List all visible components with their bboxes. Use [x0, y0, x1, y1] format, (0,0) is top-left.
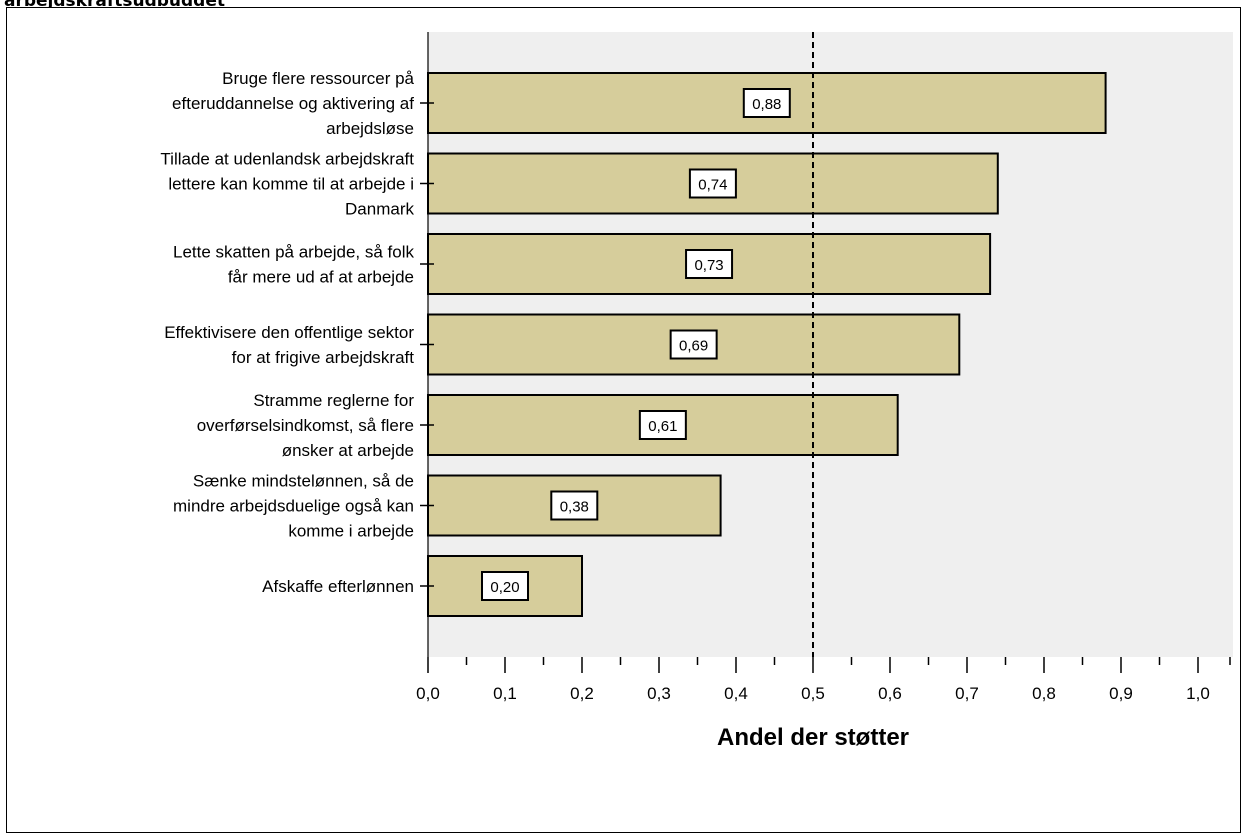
data-label: 0,20 — [490, 579, 519, 596]
data-label-box — [742, 88, 791, 118]
x-tick-label: 0,2 — [570, 684, 594, 703]
data-label-box — [688, 168, 737, 199]
category-label: Stramme reglerne for — [253, 391, 414, 410]
data-label: 0,88 — [752, 96, 781, 113]
category-label: Tillade at udenlandsk arbejdskraft — [160, 150, 414, 169]
category-label: Danmark — [345, 200, 414, 219]
data-label: 0,74 — [698, 177, 727, 194]
category-label: ønsker at arbejde — [282, 441, 414, 460]
data-label: 0,61 — [648, 418, 677, 435]
category-label: overførselsindkomst, så flere — [197, 416, 414, 435]
data-label: 0,38 — [560, 499, 589, 516]
x-tick-label: 0,4 — [724, 684, 748, 703]
x-tick-label: 0,0 — [416, 684, 440, 703]
category-label: for at frigive arbejdskraft — [232, 348, 415, 367]
category-label: Afskaffe efterlønnen — [262, 577, 414, 596]
category-label: mindre arbejdsduelige også kan — [173, 497, 414, 516]
x-axis-title: Andel der støtter — [717, 724, 909, 751]
x-tick-label: 0,5 — [801, 684, 825, 703]
data-label-box — [638, 410, 687, 440]
data-label-box — [550, 490, 599, 521]
data-label-box — [685, 249, 734, 279]
data-label-box — [481, 571, 529, 601]
x-tick-label: 1,0 — [1186, 684, 1210, 703]
category-label: efteruddannelse og aktivering af — [172, 94, 414, 113]
data-label: 0,73 — [694, 257, 723, 274]
x-tick-label: 0,9 — [1109, 684, 1133, 703]
category-label: arbejdsløse — [326, 119, 414, 138]
category-label: Lette skatten på arbejde, så folk — [173, 243, 414, 262]
category-label: lettere kan komme til at arbejde i — [168, 175, 414, 194]
category-label: får mere ud af at arbejde — [228, 268, 414, 287]
category-label: Bruge flere ressourcer på — [222, 69, 414, 88]
data-label: 0,69 — [679, 338, 708, 355]
x-tick-label: 0,8 — [1032, 684, 1056, 703]
data-label-box — [669, 329, 718, 360]
x-tick-label: 0,3 — [647, 684, 671, 703]
category-label: Sænke mindstelønnen, så de — [193, 472, 414, 491]
page-title: arbejdskraftsudbuddet — [4, 0, 226, 11]
category-label: komme i arbejde — [288, 522, 414, 541]
x-tick-label: 0,6 — [878, 684, 902, 703]
x-tick-label: 0,7 — [955, 684, 979, 703]
x-tick-label: 0,1 — [493, 684, 517, 703]
category-label: Effektivisere den offentlige sektor — [164, 323, 414, 342]
